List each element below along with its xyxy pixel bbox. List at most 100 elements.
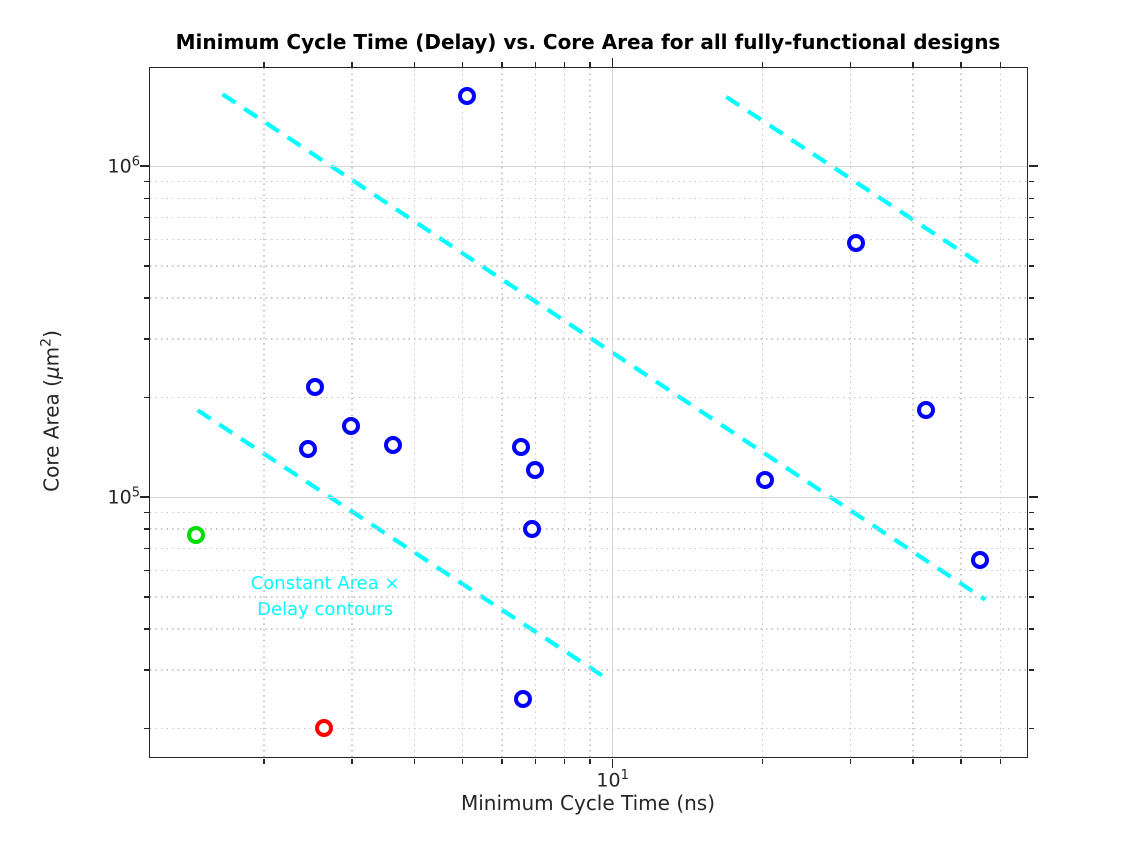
y-minor-gridline: [150, 596, 1027, 598]
x-axis-tick-bottom: [960, 758, 962, 764]
y-axis-tick-left: [143, 511, 149, 514]
y-axis-tick-left: [143, 238, 149, 241]
x-minor-gridline: [849, 68, 852, 757]
y-minor-gridline: [150, 180, 1027, 183]
y-axis-tick-right: [1028, 496, 1038, 498]
x-axis-tick-top: [849, 61, 852, 67]
chart-title: Minimum Cycle Time (Delay) vs. Core Area…: [175, 30, 1001, 54]
data-point-marker: [513, 690, 532, 709]
constant-area-delay-contour-line: [196, 408, 609, 681]
y-axis-tick-left: [143, 338, 149, 340]
y-axis-tick-right: [1028, 165, 1038, 167]
y-axis-tick-right: [1028, 265, 1034, 267]
y-minor-gridline: [150, 216, 1027, 219]
y-axis-tick-right: [1028, 338, 1034, 340]
y-axis-tick-right: [1028, 297, 1034, 299]
y-axis-label-exponent: 2: [38, 337, 55, 347]
x-axis-tick-bottom: [461, 758, 464, 764]
y-major-gridline: [150, 496, 1027, 498]
y-axis-tick-left: [143, 669, 149, 671]
y-minor-gridline: [150, 628, 1027, 630]
x-axis-tick-top: [611, 57, 614, 67]
y-axis-tick-right: [1028, 669, 1034, 671]
data-point-marker: [916, 401, 935, 420]
y-axis-tick-left: [143, 216, 149, 219]
x-axis-tick-bottom: [263, 758, 265, 764]
x-axis-tick-top: [563, 61, 566, 67]
x-minor-gridline: [761, 68, 764, 757]
y-minor-gridline: [150, 297, 1027, 299]
y-axis-tick-right: [1028, 547, 1034, 550]
data-point-marker: [384, 435, 403, 454]
x-axis-tick-top: [351, 61, 353, 67]
data-point-marker: [755, 470, 774, 489]
data-point-marker: [187, 525, 206, 544]
y-axis-tick-left: [143, 396, 149, 399]
x-axis-tick-top: [761, 61, 764, 67]
data-point-marker: [341, 417, 360, 436]
x-axis-tick-bottom: [501, 758, 503, 764]
y-axis-tick-left: [143, 265, 149, 267]
x-minor-gridline: [960, 68, 962, 757]
x-minor-gridline: [461, 68, 464, 757]
y-minor-gridline: [150, 511, 1027, 514]
x-axis-tick-bottom: [589, 758, 591, 764]
x-minor-gridline: [501, 68, 503, 757]
x-axis-tick-top: [999, 61, 1002, 67]
y-axis-tick-right: [1028, 528, 1034, 530]
mu-symbol: μ: [39, 366, 64, 380]
y-axis-tick-left: [139, 496, 149, 498]
x-axis-tick-top: [534, 61, 537, 67]
x-axis-tick-top: [263, 61, 265, 67]
y-axis-tick-left: [143, 547, 149, 550]
y-tick-label: 105: [107, 485, 140, 509]
x-axis-tick-bottom: [999, 758, 1002, 764]
x-axis-tick-bottom: [611, 758, 614, 768]
x-minor-gridline: [563, 68, 566, 757]
data-point-marker: [971, 551, 990, 570]
y-minor-gridline: [150, 547, 1027, 550]
y-minor-gridline: [150, 238, 1027, 241]
y-axis-tick-left: [143, 628, 149, 630]
annotation-line-1: Constant Area ×: [250, 572, 400, 594]
x-major-gridline: [612, 68, 614, 757]
x-minor-gridline: [413, 68, 416, 757]
y-major-gridline: [150, 165, 1027, 167]
x-axis-tick-bottom: [534, 758, 537, 764]
x-axis-tick-bottom: [563, 758, 566, 764]
x-axis-label: Minimum Cycle Time (ns): [460, 791, 716, 815]
x-axis-tick-bottom: [351, 758, 353, 764]
data-point-marker: [522, 520, 541, 539]
annotation-line-2: Delay contours: [257, 598, 394, 620]
x-minor-gridline: [589, 68, 591, 757]
y-axis-tick-left: [143, 297, 149, 299]
y-axis-tick-right: [1028, 596, 1034, 598]
x-minor-gridline: [351, 68, 353, 757]
contour-lines-layer: [196, 92, 987, 681]
x-axis-tick-bottom: [849, 758, 852, 764]
x-minor-gridline: [534, 68, 537, 757]
x-axis-tick-bottom: [761, 758, 764, 764]
x-axis-tick-bottom: [912, 758, 914, 764]
x-tick-label: 101: [596, 768, 629, 792]
plot-area: Constant Area × Delay contours 101 105 106: [108, 57, 1038, 791]
y-axis-tick-right: [1028, 216, 1034, 219]
y-minor-gridline: [150, 396, 1027, 399]
x-axis-tick-top: [501, 61, 503, 67]
data-point-marker: [457, 86, 476, 105]
y-axis-tick-right: [1028, 197, 1034, 199]
data-point-marker: [315, 719, 334, 738]
x-minor-gridline: [999, 68, 1002, 757]
y-minor-gridline: [150, 338, 1027, 340]
x-axis-tick-bottom: [413, 758, 416, 764]
y-axis-tick-right: [1028, 396, 1034, 399]
y-minor-gridline: [150, 197, 1027, 199]
data-point-marker: [512, 437, 531, 456]
x-axis-tick-top: [912, 61, 914, 67]
y-axis-tick-right: [1028, 511, 1034, 514]
y-axis-label: Core Area (μm2): [39, 330, 64, 492]
y-axis-label-unit: m: [39, 346, 64, 367]
y-axis-tick-right: [1028, 238, 1034, 241]
y-minor-gridline: [150, 528, 1027, 530]
